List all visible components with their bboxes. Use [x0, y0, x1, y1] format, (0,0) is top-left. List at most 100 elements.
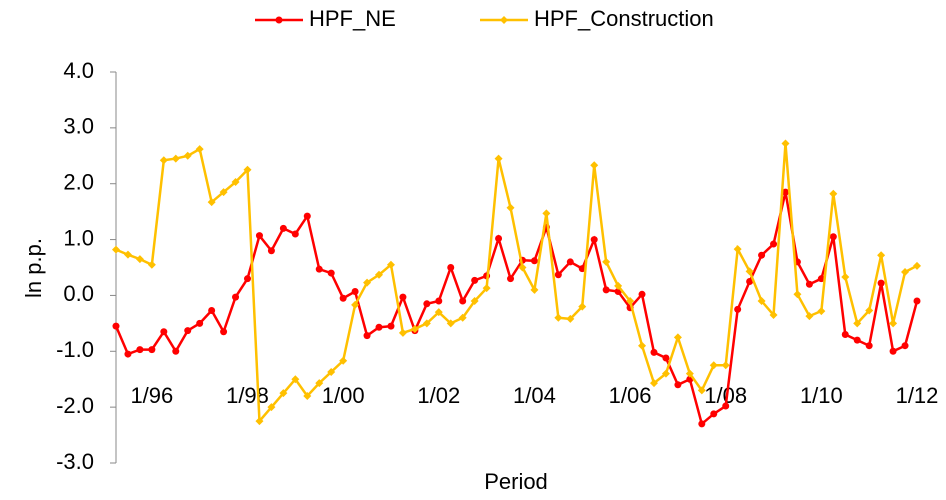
point	[315, 379, 324, 388]
y-tick-label: -1.0	[56, 337, 94, 362]
point	[590, 161, 599, 170]
point	[459, 297, 467, 305]
point	[542, 209, 551, 218]
point	[196, 319, 204, 327]
point	[291, 375, 300, 384]
point	[434, 308, 443, 317]
point	[697, 386, 706, 395]
point	[231, 178, 240, 187]
point	[171, 154, 180, 163]
point	[447, 264, 455, 271]
point	[781, 188, 789, 196]
point	[554, 313, 563, 322]
y-tick-label: 2.0	[63, 170, 94, 195]
point	[471, 276, 479, 284]
point	[422, 319, 431, 328]
legend-label: HPF_NE	[309, 6, 396, 31]
point	[841, 272, 850, 281]
point	[770, 240, 778, 248]
point	[112, 245, 120, 254]
point	[291, 230, 299, 238]
x-axis-title: Period	[484, 469, 548, 494]
y-tick-label: 0.0	[63, 281, 94, 306]
point	[339, 356, 348, 365]
point	[184, 327, 192, 335]
point	[877, 251, 886, 260]
point	[482, 284, 491, 293]
point	[244, 275, 252, 283]
point	[889, 347, 897, 355]
point	[327, 269, 335, 277]
point	[267, 247, 275, 255]
point	[315, 265, 323, 273]
point	[530, 257, 538, 265]
point	[147, 260, 156, 269]
point	[745, 267, 754, 276]
point	[698, 420, 706, 428]
x-tick-label: 1/96	[130, 383, 173, 408]
x-tick-label: 1/06	[609, 383, 652, 408]
series-line	[114, 191, 919, 427]
point	[159, 156, 168, 165]
x-tick-label: 1/98	[226, 383, 269, 408]
point	[123, 250, 132, 259]
point	[220, 328, 228, 336]
point	[805, 280, 813, 288]
point	[817, 307, 826, 316]
point	[853, 319, 862, 328]
point	[255, 417, 264, 426]
point	[626, 297, 635, 306]
y-tick-label: 1.0	[63, 225, 94, 250]
point	[781, 139, 790, 148]
legend-label: HPF_Construction	[534, 6, 714, 31]
point	[662, 354, 670, 362]
x-tick-label: 1/04	[513, 383, 556, 408]
point	[829, 233, 837, 241]
point	[638, 341, 647, 350]
point	[112, 322, 120, 330]
point	[710, 410, 718, 418]
point	[303, 391, 312, 400]
point	[901, 267, 910, 276]
point	[267, 403, 276, 412]
point	[853, 336, 861, 344]
point	[279, 389, 288, 398]
y-tick-label: 4.0	[63, 58, 94, 83]
point	[363, 278, 372, 287]
point	[817, 275, 825, 283]
point	[124, 350, 132, 358]
point	[136, 346, 144, 354]
point	[243, 165, 252, 174]
point	[650, 348, 658, 356]
point	[638, 290, 646, 298]
point	[578, 302, 587, 311]
point	[172, 347, 180, 355]
point	[734, 305, 742, 313]
point	[148, 346, 156, 354]
point	[279, 224, 287, 232]
legend-marker	[275, 16, 283, 24]
point	[746, 277, 754, 285]
point	[590, 236, 598, 244]
y-tick-label: -3.0	[56, 449, 94, 474]
point	[865, 342, 873, 350]
point	[793, 290, 802, 299]
y-tick-label: 3.0	[63, 114, 94, 139]
point	[757, 297, 766, 306]
point	[673, 333, 682, 342]
point	[351, 288, 359, 296]
point	[255, 232, 263, 240]
point	[733, 245, 742, 254]
series-line	[115, 143, 918, 425]
point	[351, 300, 360, 309]
point	[554, 271, 562, 279]
point	[327, 367, 336, 376]
point	[829, 189, 838, 198]
point	[207, 198, 216, 207]
point	[470, 297, 479, 306]
point	[208, 307, 216, 315]
point	[721, 361, 730, 370]
point	[375, 270, 384, 279]
point	[841, 331, 849, 339]
point	[458, 313, 467, 322]
